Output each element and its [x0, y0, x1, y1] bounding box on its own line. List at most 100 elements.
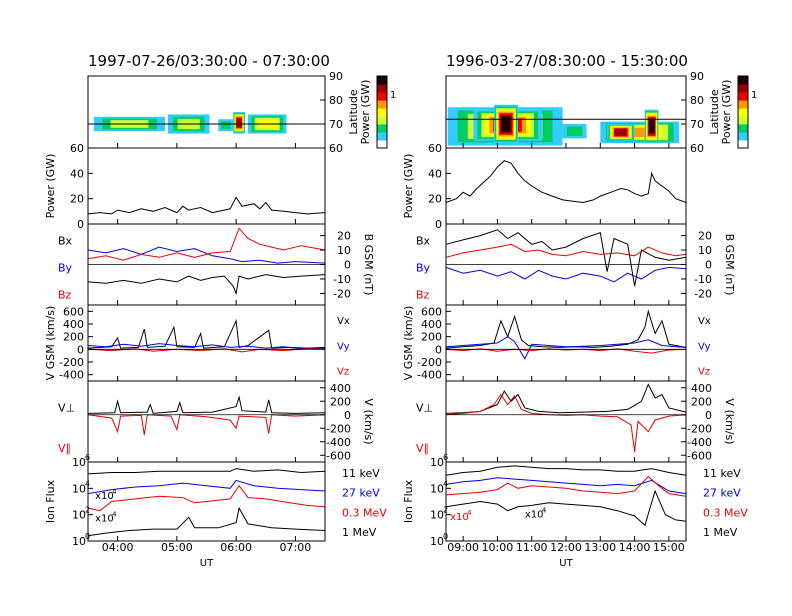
- colorbar-label: Power (GW): [720, 80, 733, 145]
- legend-label: Vy: [337, 341, 350, 352]
- power-blob-cell: [501, 116, 511, 132]
- left-tick-label: 10: [430, 456, 444, 469]
- lat-tick-label: 80: [329, 94, 343, 107]
- lat-tick-label: 60: [329, 142, 343, 155]
- left-tick-label: 400: [421, 318, 442, 331]
- x-tick-label: 12:00: [550, 541, 582, 554]
- colorbar-cell: [377, 92, 387, 101]
- annotation-text: x10: [95, 513, 114, 524]
- colorbar-frame: [376, 75, 388, 149]
- legend-label: 11 keV: [342, 467, 380, 480]
- left-axis-label: Ion Flux: [44, 479, 57, 523]
- chart-left: 1997-07-26/03:30:00 - 07:30:0060708090La…: [44, 52, 396, 569]
- x-tick-label: 06:00: [220, 541, 252, 554]
- legend-label: 27 keV: [703, 487, 741, 500]
- left-tick-label: 0: [77, 218, 84, 231]
- panel-lines-1: 0 20 40 60 Power (GW): [44, 142, 326, 231]
- x-tick-label: 15:00: [653, 541, 685, 554]
- panel-frame: [87, 380, 326, 463]
- panel-power_map-0: 60 70 80 90 Latitude 1 Power (GW): [87, 70, 396, 155]
- lat-tick-label: 60: [690, 142, 704, 155]
- right-tick-label: 0: [344, 409, 351, 422]
- right-tick-label: 400: [330, 382, 351, 395]
- legend-label: V⊥: [416, 401, 433, 414]
- right-tick-label: -600: [687, 449, 712, 462]
- panel-frame: [445, 380, 687, 463]
- right-tick-label: -400: [687, 436, 712, 449]
- left-axis-label: Ion Flux: [402, 479, 415, 523]
- colorbar-cell: [738, 84, 748, 93]
- series-line-0: [87, 274, 326, 296]
- chart-right: 1996-03-27/08:30:00 - 15:30:0060708090La…: [402, 52, 757, 569]
- right-tick-label: -600: [326, 449, 351, 462]
- series-line-0: [87, 196, 326, 215]
- legend-label: 1 MeV: [703, 526, 738, 539]
- x-tick-label: 10:00: [482, 541, 514, 554]
- legend-label: Vz: [698, 367, 710, 378]
- legend-label: Bx: [58, 234, 73, 247]
- left-tick-exponent: 6: [443, 453, 448, 462]
- legend-label: Vz: [337, 367, 349, 378]
- colorbar-cell: [377, 76, 387, 85]
- lat-tick-label: 90: [690, 70, 704, 83]
- x-axis-label: UT: [559, 558, 573, 569]
- annotation-exponent: 4: [542, 506, 547, 514]
- left-tick-label: 60: [70, 142, 84, 155]
- right-tick-label: -20: [694, 287, 712, 300]
- annotation-text: x10: [525, 509, 544, 520]
- x-tick-label: 04:00: [102, 541, 134, 554]
- colorbar-cell: [377, 116, 387, 125]
- right-tick-label: 10: [698, 244, 712, 257]
- power-blob-cell: [615, 129, 627, 136]
- left-tick-label: 10: [72, 456, 86, 469]
- legend-label: Vx: [698, 316, 711, 327]
- right-tick-label: -200: [326, 422, 351, 435]
- left-tick-label: 0: [435, 218, 442, 231]
- series-line-2: [87, 484, 326, 512]
- annotation-exponent: 4: [112, 510, 117, 518]
- chart-title: 1997-07-26/03:30:00 - 07:30:00: [88, 52, 330, 70]
- left-tick-label: -200: [417, 356, 442, 369]
- x-tick-label: 11:00: [516, 541, 548, 554]
- left-tick-label: 600: [63, 305, 84, 318]
- series-line-0: [445, 229, 687, 287]
- series-line-3: [87, 506, 326, 537]
- panel-lines-1: 0 20 40 60 Power (GW): [402, 142, 687, 231]
- legend-label: 11 keV: [703, 467, 741, 480]
- left-tick-label: -400: [59, 369, 84, 382]
- right-tick-label: 0: [344, 259, 351, 272]
- right-tick-label: 20: [337, 230, 351, 243]
- right-tick-label: 200: [691, 395, 712, 408]
- legend-label: 1 MeV: [342, 526, 377, 539]
- series-line-2: [445, 475, 687, 497]
- series-line-0: [445, 160, 687, 204]
- left-tick-label: 10: [430, 509, 444, 522]
- right-tick-label: -400: [326, 436, 351, 449]
- legend-label: Bx: [416, 234, 431, 247]
- series-line-1: [445, 393, 687, 452]
- legend-label: 27 keV: [342, 487, 380, 500]
- left-tick-label: 10: [72, 482, 86, 495]
- lat-tick-label: 70: [690, 118, 704, 131]
- panel-frame: [87, 461, 326, 542]
- right-tick-label: 10: [337, 244, 351, 257]
- left-axis-label: V GSM (km/s): [402, 306, 415, 381]
- panel-frame: [87, 147, 326, 225]
- left-axis-label: Power (GW): [402, 154, 415, 219]
- colorbar-cell: [377, 100, 387, 109]
- series-line-0: [87, 395, 326, 414]
- right-tick-label: 0: [705, 409, 712, 422]
- colorbar-tick-label: 1: [390, 90, 396, 101]
- legend-label: V∥: [416, 442, 429, 455]
- x-tick-label: 13:00: [584, 541, 616, 554]
- series-line-2: [445, 243, 687, 258]
- x-tick-label: 05:00: [161, 541, 193, 554]
- series-line-1: [87, 414, 326, 436]
- left-tick-label: 400: [63, 318, 84, 331]
- colorbar-cell: [738, 124, 748, 133]
- chart-title: 1996-03-27/08:30:00 - 15:30:00: [446, 52, 688, 70]
